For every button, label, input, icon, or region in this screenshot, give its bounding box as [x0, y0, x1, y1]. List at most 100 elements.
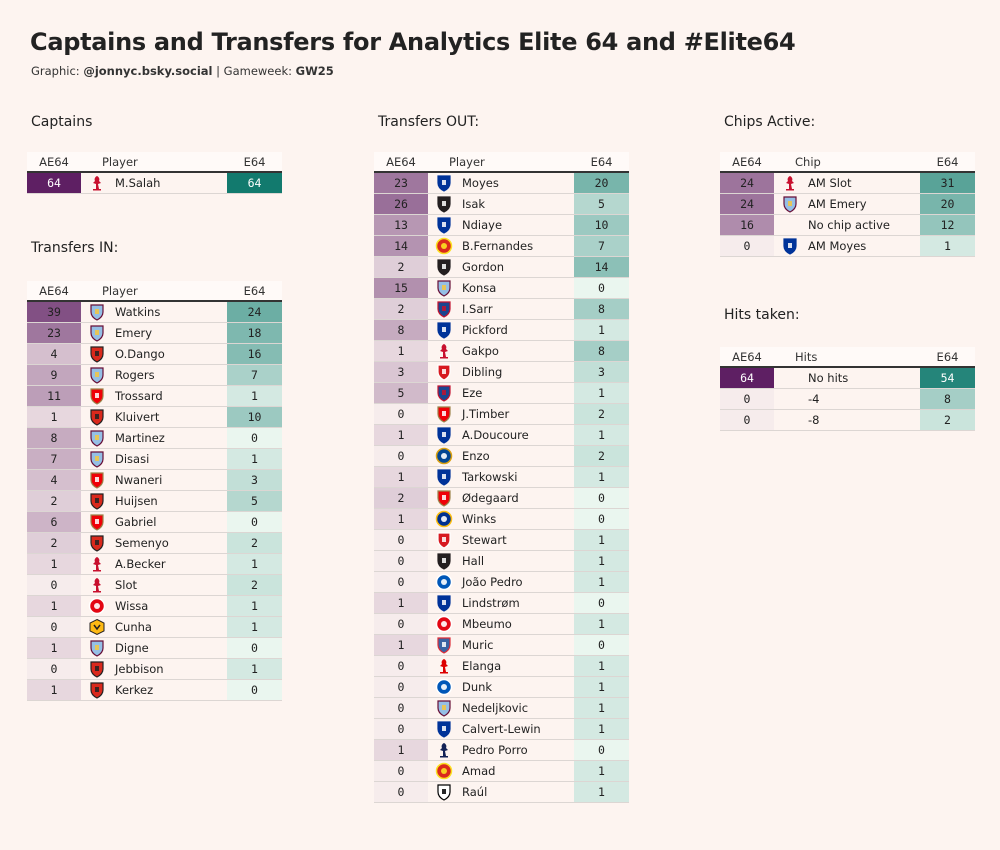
row-label-konsa: Konsa [460, 277, 575, 299]
row-label-degaard: Ødegaard [460, 487, 575, 509]
ae64-value: 24 [720, 172, 774, 194]
table-row: 1 Wissa 1 [27, 595, 283, 617]
row-label-amad: Amad [460, 760, 575, 782]
e64-value: 1 [574, 571, 630, 593]
table-row: 4 Nwaneri 3 [27, 469, 283, 491]
brighton-badge-icon [428, 571, 460, 593]
transfers-in-title: Transfers IN: [31, 240, 119, 256]
e64-value: 1 [574, 550, 630, 572]
ae64-value: 1 [374, 466, 428, 488]
ae64-value: 0 [374, 718, 428, 740]
row-label-slot: Slot [113, 574, 228, 596]
ae64-value: 24 [720, 193, 774, 215]
liverpool-badge-icon [81, 172, 113, 194]
row-label-a-doucoure: A.Doucoure [460, 424, 575, 446]
table-row: 1 Tarkowski 1 [374, 466, 630, 488]
col-header-ae64: AE64 [720, 152, 774, 173]
row-label-digne: Digne [113, 637, 228, 659]
row-label-am-moyes: AM Moyes [806, 235, 921, 257]
table-row: 0 AM Moyes 1 [720, 235, 976, 257]
ae64-value: 1 [27, 637, 81, 659]
row-label-huijsen: Huijsen [113, 490, 228, 512]
newcastle-badge-icon [428, 193, 460, 215]
row-label-dunk: Dunk [460, 676, 575, 698]
e64-value: 8 [574, 298, 630, 320]
e64-value: 3 [574, 361, 630, 383]
e64-value: 64 [227, 172, 283, 194]
villa-badge-icon [81, 322, 113, 344]
fulham-badge-icon [428, 781, 460, 803]
bournemouth-badge-icon [81, 490, 113, 512]
e64-value: 5 [574, 193, 630, 215]
e64-value: 1 [574, 781, 630, 803]
e64-value: 20 [574, 172, 630, 194]
e64-value: 1 [227, 553, 283, 575]
row-label-rogers: Rogers [113, 364, 228, 386]
row-label-wissa: Wissa [113, 595, 228, 617]
table-row: 1 Pedro Porro 0 [374, 739, 630, 761]
ae64-value: 3 [374, 361, 428, 383]
e64-value: 1 [574, 760, 630, 782]
subtitle: Graphic: @jonnyc.bsky.social | Gameweek:… [31, 64, 334, 78]
table-row: 0 Slot 2 [27, 574, 283, 596]
table-row: 0 Elanga 1 [374, 655, 630, 677]
table-row: 0 Hall 1 [374, 550, 630, 572]
ae64-value: 23 [27, 322, 81, 344]
col-header-player: Player [428, 152, 575, 173]
col-header-hits: Hits [774, 347, 920, 368]
table-row: 23 Moyes 20 [374, 172, 630, 194]
e64-value: 10 [227, 406, 283, 428]
ae64-value: 1 [27, 679, 81, 701]
e64-value: 2 [574, 403, 630, 425]
ae64-value: 0 [720, 409, 774, 431]
ae64-value: 0 [374, 676, 428, 698]
ae64-value: 23 [374, 172, 428, 194]
row-label-pedro-porro: Pedro Porro [460, 739, 575, 761]
ae64-value: 64 [720, 367, 774, 389]
table-row: 6 Gabriel 0 [27, 511, 283, 533]
e64-value: 0 [574, 592, 630, 614]
row-label-martinez: Martinez [113, 427, 228, 449]
transfers-out-table: AE64 Player E64 23 Moyes 20 26 Isak 5 13 Ndiaye… [374, 152, 630, 803]
arsenal-badge-icon [81, 469, 113, 491]
villa-badge-icon [81, 364, 113, 386]
table-row: 2 Huijsen 5 [27, 490, 283, 512]
table-row: 2 Semenyo 2 [27, 532, 283, 554]
row-label-eze: Eze [460, 382, 575, 404]
e64-value: 0 [574, 277, 630, 299]
row-label-jo-o-pedro: João Pedro [460, 571, 575, 593]
arsenal-badge-icon [81, 385, 113, 407]
e64-value: 0 [227, 511, 283, 533]
empty-badge [774, 367, 806, 389]
table-row: 8 Martinez 0 [27, 427, 283, 449]
table-row: 24 AM Emery 20 [720, 193, 976, 215]
table-row: 0 Jebbison 1 [27, 658, 283, 680]
ae64-value: 4 [27, 343, 81, 365]
bournemouth-badge-icon [81, 406, 113, 428]
col-header-ae64: AE64 [27, 152, 81, 173]
brighton-badge-icon [428, 676, 460, 698]
empty-badge [774, 214, 806, 236]
ae64-value: 0 [374, 529, 428, 551]
brentford-badge-icon [81, 595, 113, 617]
ae64-value: 1 [374, 340, 428, 362]
villa-badge-icon [428, 277, 460, 299]
table-row: 16 No chip active 12 [720, 214, 976, 236]
col-header-e64: E64 [227, 281, 283, 302]
row-label-winks: Winks [460, 508, 575, 530]
e64-value: 0 [574, 634, 630, 656]
palace-badge-icon [428, 382, 460, 404]
liverpool-badge-icon [428, 340, 460, 362]
ipswich-badge-icon [428, 634, 460, 656]
table-row: 2 Gordon 14 [374, 256, 630, 278]
table-row: 2 Ødegaard 0 [374, 487, 630, 509]
e64-value: 2 [227, 532, 283, 554]
liverpool-badge-icon [81, 574, 113, 596]
ae64-value: 0 [374, 613, 428, 635]
ae64-value: 0 [374, 403, 428, 425]
e64-value: 1 [574, 655, 630, 677]
ae64-value: 0 [720, 388, 774, 410]
everton-badge-icon [428, 172, 460, 194]
ae64-value: 0 [374, 571, 428, 593]
row-label-ra-l: Raúl [460, 781, 575, 803]
